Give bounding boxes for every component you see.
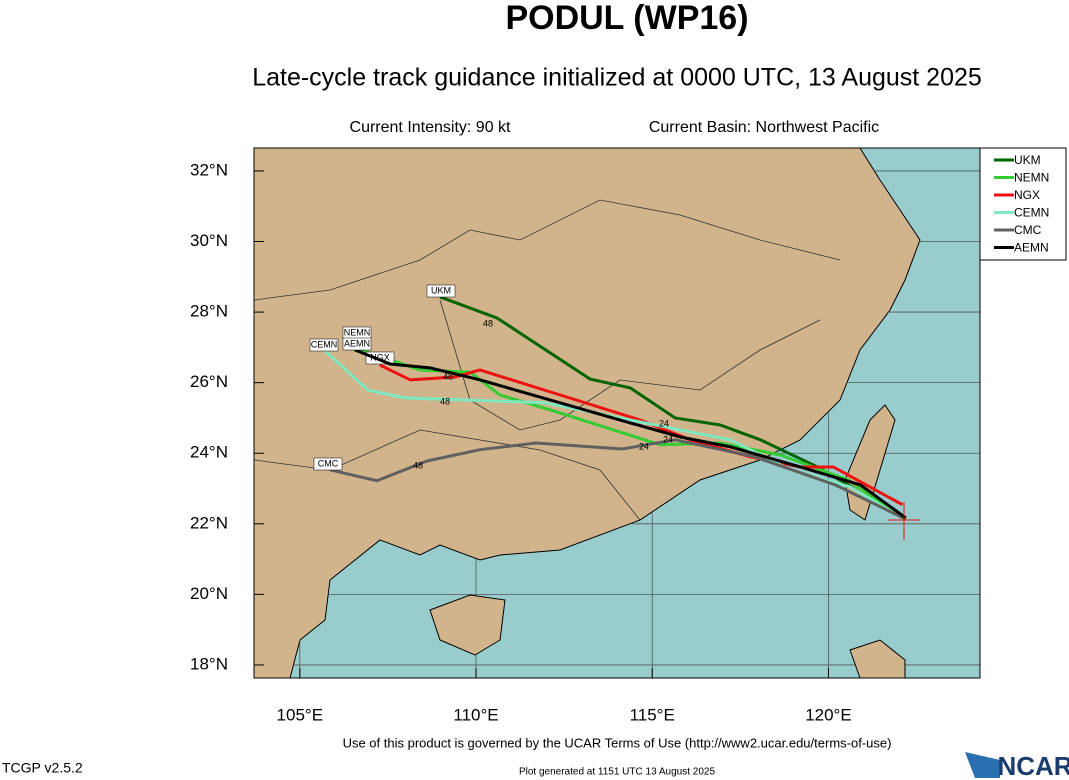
axes: 105°E 110°E 115°E 120°E 18°N 20°N 22°N 24°N 26°N… — [190, 160, 852, 724]
generated: Plot generated at 1151 UTC 13 August 202… — [519, 767, 716, 778]
legend-label: NEMN — [1014, 171, 1049, 185]
logo-mark — [965, 752, 1000, 778]
version: TCGP v2.5.2 — [2, 760, 83, 776]
track-label: CMC — [318, 458, 339, 468]
border — [439, 299, 821, 431]
luzon — [849, 639, 906, 678]
track-label-box — [313, 457, 343, 471]
y-tick-label: 28°N — [190, 302, 228, 321]
legend-label: CEMN — [1014, 206, 1049, 220]
legend-label: AEMN — [1014, 241, 1049, 255]
track-label: AEMN — [344, 338, 370, 348]
border — [254, 199, 841, 301]
hour-label: 24 — [639, 441, 649, 451]
x-tick-label: 120°E — [805, 705, 852, 724]
hour-label: 24 — [659, 418, 669, 428]
logo: NCAR — [997, 751, 1069, 780]
legend-label: CMC — [1014, 223, 1042, 237]
hainan — [429, 594, 506, 656]
y-tick-label: 22°N — [190, 513, 228, 532]
track-label-box — [342, 337, 372, 351]
x-tick-label: 105°E — [277, 705, 324, 724]
legend — [979, 147, 1067, 261]
basin-label: Current Basin: Northwest Pacific — [649, 119, 879, 136]
legend-label: NGX — [1014, 188, 1040, 202]
y-tick-label: 30°N — [190, 231, 228, 250]
y-tick-label: 20°N — [190, 584, 228, 603]
terms: Use of this product is governed by the U… — [343, 735, 892, 750]
intensity-label: Current Intensity: 90 kt — [350, 119, 512, 136]
hour-label: 48 — [443, 371, 453, 381]
track-label: UKM — [431, 285, 451, 295]
map: UKM NEMN NGX CEMN CMC AEMN 48 48 48 48 24 24 24 — [254, 148, 980, 678]
sea — [289, 148, 980, 678]
track-label-box — [426, 284, 456, 298]
track-label-box — [309, 338, 339, 352]
x-tick-label: 115°E — [630, 705, 675, 724]
legend-label: UKM — [1014, 153, 1041, 167]
track-label: NGX — [370, 352, 390, 362]
track — [354, 348, 907, 520]
tracks: UKM NEMN NGX CEMN CMC AEMN 48 48 48 48 24 24 24 — [309, 284, 920, 540]
hour-label: 48 — [440, 396, 450, 406]
plot-frame — [253, 147, 981, 679]
track — [329, 438, 904, 519]
hour-label: 24 — [663, 434, 673, 444]
track-label: NEMN — [344, 327, 371, 337]
hour-label: 48 — [413, 460, 423, 470]
y-tick-label: 18°N — [190, 654, 228, 673]
x-tick-label: 110°E — [453, 705, 498, 724]
hour-label: 48 — [483, 318, 493, 328]
chart-subtitle: Late-cycle track guidance initialized at… — [252, 64, 982, 92]
track-label: CEMN — [311, 339, 338, 349]
track — [379, 363, 904, 507]
chart-title: PODUL (WP16) — [505, 0, 748, 37]
y-tick-label: 26°N — [190, 372, 228, 391]
y-tick-label: 32°N — [190, 160, 228, 179]
y-tick-label: 24°N — [190, 443, 228, 462]
track-label-box — [365, 351, 395, 365]
